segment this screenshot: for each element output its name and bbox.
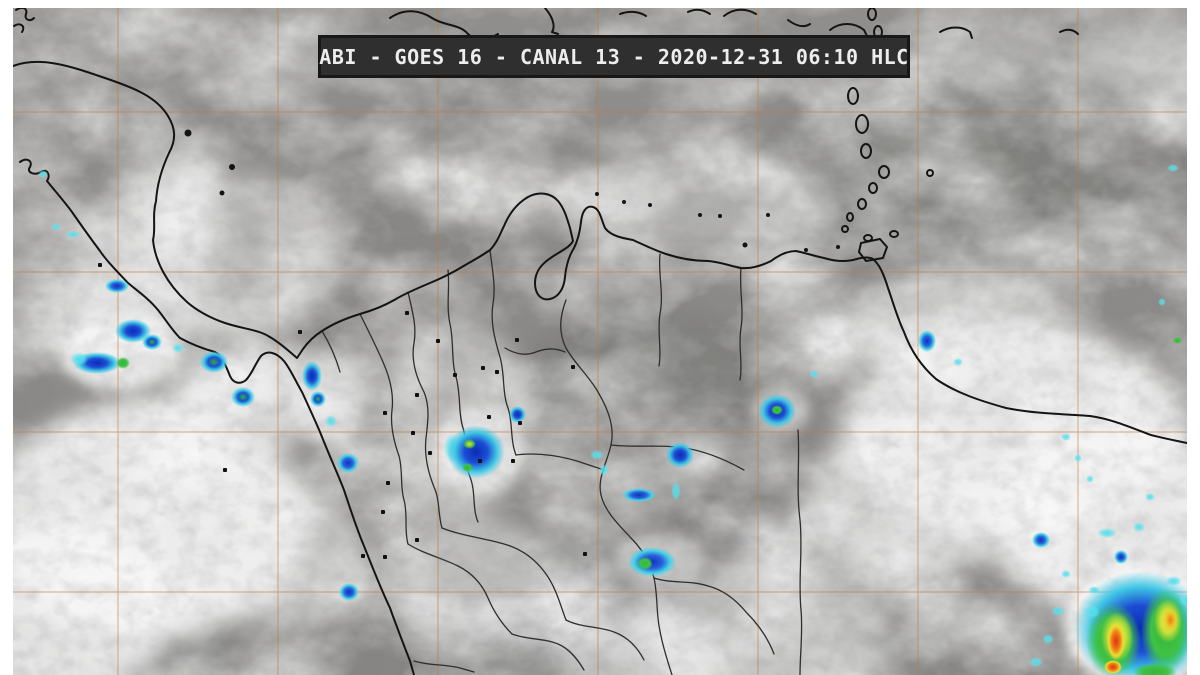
city-marker xyxy=(298,330,302,334)
storm-cell-cyan xyxy=(1029,657,1043,667)
storm-cell-cyan xyxy=(1084,605,1100,619)
city-marker xyxy=(453,373,457,377)
storm-cell-cyan xyxy=(599,464,609,476)
city-marker xyxy=(478,459,482,463)
storm-cell-green xyxy=(116,357,130,369)
storm-cell-green xyxy=(771,405,783,415)
storm-cell-bluecyan xyxy=(1032,532,1050,548)
storm-cell-bluegreen xyxy=(231,387,255,407)
storm-cell-cyan xyxy=(1145,493,1155,501)
storm-cell-bluecyan xyxy=(622,488,656,502)
city-marker xyxy=(515,338,519,342)
storm-cell-green xyxy=(1172,336,1182,344)
image-title: ABI - GOES 16 - CANAL 13 - 2020-12-31 06… xyxy=(319,44,909,69)
city-marker xyxy=(481,366,485,370)
storm-cell-cyan xyxy=(1097,528,1117,538)
storm-cell-bluecyan xyxy=(337,453,359,473)
storm-cell-cyan xyxy=(953,358,963,366)
city-marker xyxy=(415,538,419,542)
storm-cell-bluegreen xyxy=(200,351,228,373)
storm-cell-bluecyan xyxy=(105,279,129,293)
city-markers-layer xyxy=(13,8,1187,675)
storm-cell-blue xyxy=(508,405,526,423)
storm-cell-cyan xyxy=(65,230,81,238)
storm-cell-bluecyan xyxy=(1114,550,1128,564)
storm-cell-cyan xyxy=(51,223,61,231)
goes16-satellite-image: ABI - GOES 16 - CANAL 13 - 2020-12-31 06… xyxy=(13,8,1187,675)
storm-cell-cyan xyxy=(70,352,88,366)
grain-texture xyxy=(13,8,1187,675)
city-marker xyxy=(571,365,575,369)
storm-cell-cyan xyxy=(325,415,337,427)
storm-cell-greenyellow xyxy=(462,439,476,449)
city-marker xyxy=(223,468,227,472)
storm-cell-bluegreen xyxy=(142,334,162,350)
storm-cell-cyan xyxy=(1179,594,1187,606)
storm-cell-blue xyxy=(447,425,505,479)
city-marker xyxy=(428,451,432,455)
storm-cell-cyan xyxy=(671,481,681,501)
storm-cell-cyan xyxy=(172,343,184,353)
storm-cell-cyan xyxy=(38,170,48,178)
city-marker xyxy=(361,554,365,558)
city-marker xyxy=(386,481,390,485)
storm-cell-blue xyxy=(302,361,322,391)
city-marker xyxy=(511,459,515,463)
island-trinidad xyxy=(858,238,888,262)
storm-cell-orange xyxy=(1162,608,1178,632)
storm-cell-bluegreen xyxy=(310,391,326,407)
storm-cell-cyan xyxy=(1042,634,1054,644)
city-marker xyxy=(583,552,587,556)
storm-cells-layer xyxy=(13,8,1187,675)
storm-cell-cyan xyxy=(1158,298,1166,306)
city-marker xyxy=(383,555,387,559)
storm-cell-cyan xyxy=(1061,433,1071,441)
storm-cell-cyan xyxy=(1061,570,1071,578)
storm-cell-cyan xyxy=(1074,454,1082,462)
city-marker xyxy=(518,421,522,425)
storm-cell-red xyxy=(1107,622,1125,660)
storm-cell-cyan xyxy=(1133,522,1145,532)
storm-cell-bluecyan xyxy=(918,330,936,352)
storm-cell-cyan xyxy=(809,370,819,378)
storm-cell-blue xyxy=(666,442,694,468)
storm-cell-green xyxy=(1133,663,1177,675)
city-marker xyxy=(381,510,385,514)
storm-cell-cyan xyxy=(1086,475,1094,483)
city-marker xyxy=(98,263,102,267)
city-marker xyxy=(411,431,415,435)
city-marker xyxy=(436,339,440,343)
city-marker xyxy=(487,415,491,419)
small-islands xyxy=(184,129,840,252)
storm-cell-cyan xyxy=(590,450,604,460)
city-marker xyxy=(405,311,409,315)
storm-cell-red xyxy=(1104,660,1122,674)
storm-cell-green xyxy=(461,462,473,472)
city-marker xyxy=(495,370,499,374)
storm-cell-bluecyan xyxy=(339,583,359,601)
storm-cell-green xyxy=(637,556,653,570)
city-marker xyxy=(383,411,387,415)
city-marker xyxy=(415,393,419,397)
storm-cell-cyan xyxy=(1051,606,1065,616)
storm-cell-cyan xyxy=(1167,164,1179,172)
image-title-bar: ABI - GOES 16 - CANAL 13 - 2020-12-31 06… xyxy=(318,35,910,78)
